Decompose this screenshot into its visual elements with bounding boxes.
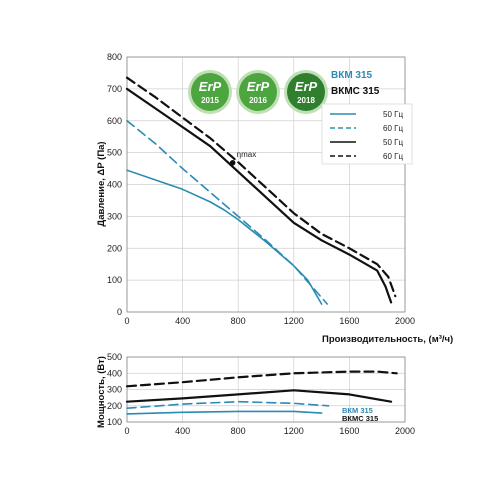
- pressure-y-tick-label: 300: [107, 211, 122, 221]
- power-x-tick-label: 800: [231, 426, 246, 436]
- model-label-bkmc: ВКМС 315: [331, 86, 380, 97]
- pressure-x-tick-label: 400: [175, 316, 190, 326]
- pressure-x-tick-label: 2000: [395, 316, 415, 326]
- pressure-chart-grid: 0 400 800 1200 1600 2000 0 100 200 300 400 500 600 70…: [107, 52, 415, 326]
- power-y-tick-label: 500: [107, 352, 122, 362]
- power-x-tick-label: 2000: [395, 426, 415, 436]
- power-label-bkm: ВКМ 315: [342, 406, 373, 415]
- pressure-y-axis-title: Давление, ΔP (Па): [96, 141, 107, 226]
- power-series-1: [126, 400, 330, 409]
- erp-badge-1-label: ErP: [199, 79, 222, 94]
- power-y-tick-label: 100: [107, 417, 122, 427]
- pressure-series-3: [125, 76, 397, 298]
- power-plot-frame: [126, 356, 406, 423]
- power-chart-grid: 0 400 800 1200 1600 2000 100 200 300 400 500: [107, 352, 415, 436]
- power-series-2: [125, 389, 393, 403]
- model-label-bkm: ВКМ 315: [331, 70, 373, 81]
- pressure-series-1: [126, 120, 328, 305]
- pressure-y-tick-label: 600: [107, 116, 122, 126]
- pressure-y-tick-label: 700: [107, 84, 122, 94]
- power-y-tick-label: 400: [107, 368, 122, 378]
- pressure-series-0: [126, 169, 323, 305]
- erp-badge-1-year: 2015: [201, 96, 219, 105]
- power-x-tick-label: 400: [175, 426, 190, 436]
- erp-badge-3-year: 2018: [297, 96, 315, 105]
- pressure-y-tick-label: 800: [107, 52, 122, 62]
- legend: 50 Гц 60 Гц 50 Гц 60 Гц: [321, 103, 413, 165]
- erp-badge-2-label: ErP: [247, 79, 270, 94]
- legend-label-bkmc-60: 60 Гц: [383, 152, 403, 161]
- power-series: [125, 370, 398, 415]
- power-y-tick-label: 300: [107, 385, 122, 395]
- x-axis-title: Производительность, (м³/ч): [322, 334, 453, 345]
- pressure-x-tick-label: 1600: [339, 316, 359, 326]
- power-y-tick-label: 200: [107, 401, 122, 411]
- pressure-plot-frame: [126, 56, 406, 313]
- pressure-y-tick-label: 100: [107, 275, 122, 285]
- power-series-3: [125, 370, 398, 388]
- eta-max-label: ηmax: [237, 150, 257, 159]
- power-x-tick-label: 0: [124, 426, 129, 436]
- eta-max-marker: [229, 160, 236, 166]
- pressure-series: [125, 76, 397, 305]
- legend-label-bkm-50: 50 Гц: [383, 110, 403, 119]
- pressure-x-tick-label: 0: [124, 316, 129, 326]
- power-y-axis-title: Мощность, (Вт): [96, 356, 107, 428]
- erp-badge-3-label: ErP: [295, 79, 318, 94]
- erp-badge-2: ErP 2016: [236, 70, 280, 114]
- pressure-y-tick-label: 500: [107, 148, 122, 158]
- legend-label-bkmc-50: 50 Гц: [383, 138, 403, 147]
- erp-badge-1: ErP 2015: [188, 70, 232, 114]
- pressure-series-2: [125, 87, 393, 304]
- power-label-bkmc: ВКМС 315: [342, 414, 378, 423]
- power-x-tick-label: 1600: [339, 426, 359, 436]
- pressure-y-tick-label: 200: [107, 243, 122, 253]
- erp-badge-3: ErP 2018: [284, 70, 328, 114]
- power-series-0: [126, 410, 323, 415]
- erp-badge-2-year: 2016: [249, 96, 267, 105]
- pressure-x-tick-label: 1200: [284, 316, 304, 326]
- pressure-y-tick-label: 0: [117, 307, 122, 317]
- pressure-y-tick-label: 400: [107, 180, 122, 190]
- pressure-x-tick-label: 800: [231, 316, 246, 326]
- legend-label-bkm-60: 60 Гц: [383, 124, 403, 133]
- power-x-tick-label: 1200: [284, 426, 304, 436]
